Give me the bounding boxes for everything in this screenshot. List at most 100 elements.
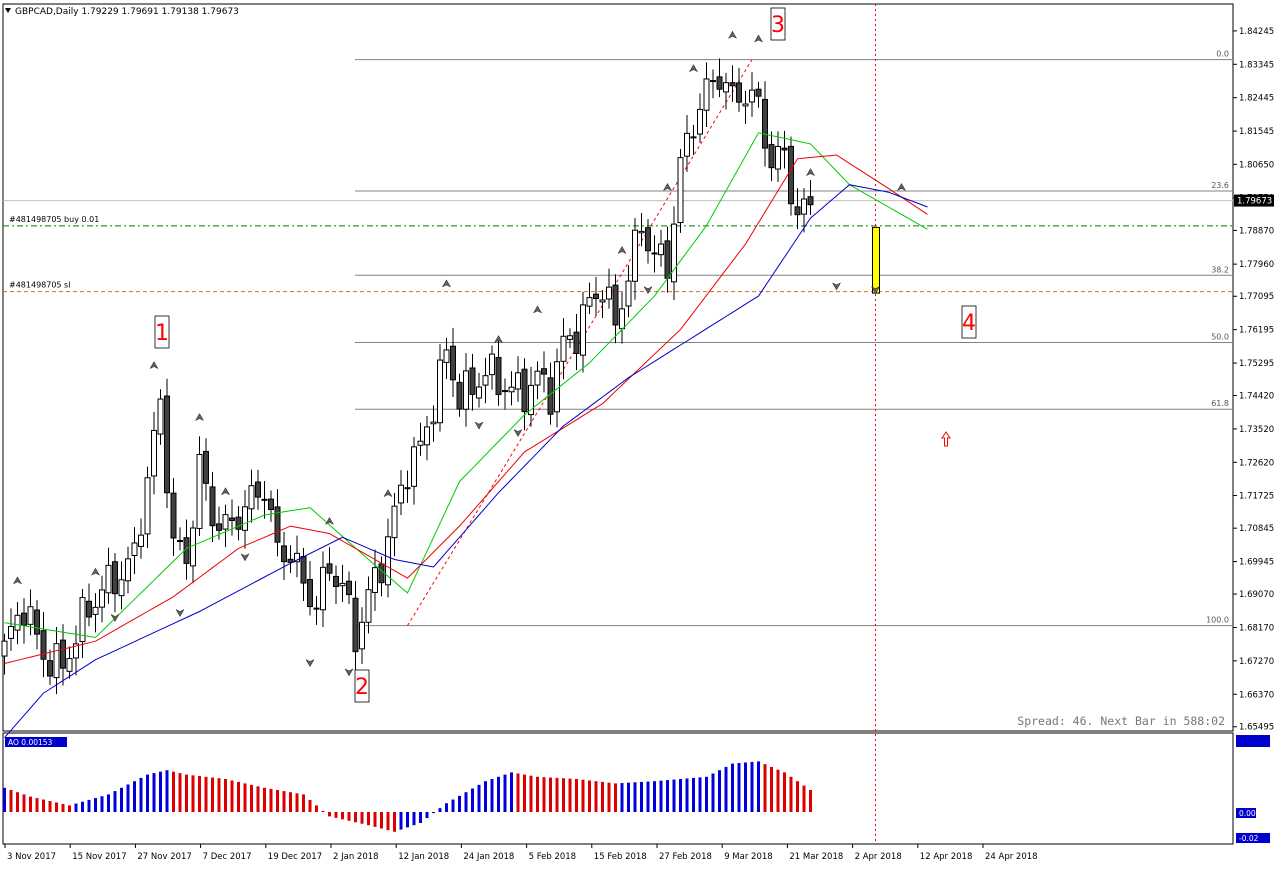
candle-body	[521, 368, 528, 413]
candle-body	[456, 381, 463, 410]
fractal-down-arrow-icon	[344, 668, 354, 677]
fractal-down-arrow-icon	[175, 608, 185, 618]
triangle-down-icon[interactable]	[5, 8, 11, 13]
buy-order-label: #481498705 buy 0.01	[9, 215, 99, 224]
wave-label-4: 4	[962, 311, 976, 336]
candle-body	[755, 88, 762, 97]
y-tick-label: 1.81545	[1239, 127, 1274, 137]
fractal-up-arrow-icon	[662, 182, 673, 192]
candle-body	[326, 563, 333, 574]
fractal-up-arrow-icon	[441, 279, 452, 288]
y-tick-label: 1.78870	[1239, 226, 1274, 236]
fractal-down-arrow-icon	[831, 282, 842, 291]
fractal-down-arrow-icon	[305, 659, 315, 668]
candle-body	[482, 375, 489, 386]
x-tick-label: 3 Nov 2017	[7, 852, 56, 862]
candle-body	[398, 484, 404, 504]
wave-label-box	[961, 305, 977, 339]
candle-body	[216, 523, 222, 531]
candle-body	[489, 353, 495, 376]
y-tick-label: 1.68170	[1239, 623, 1274, 633]
oscillator-zero-box	[1236, 808, 1256, 818]
candle-body	[573, 331, 580, 354]
fractal-down-arrow-icon	[240, 553, 250, 562]
candle-body	[66, 658, 73, 672]
candle-body	[508, 386, 515, 393]
candle-body	[437, 359, 443, 424]
y-tick-label: 1.65495	[1239, 723, 1274, 733]
fractal-up-arrow-icon	[90, 567, 101, 576]
candle-body	[749, 89, 755, 103]
y-tick-label: 1.69070	[1239, 590, 1274, 600]
fractal-up-arrow-icon	[493, 335, 504, 344]
x-tick-label: 24 Jan 2018	[463, 852, 514, 862]
candle-body	[651, 252, 658, 255]
candle-body	[768, 144, 775, 169]
fib-level-label: 61.8	[1211, 399, 1229, 408]
candle-body	[196, 453, 203, 529]
candle-body	[775, 145, 781, 170]
candle-body	[209, 486, 216, 527]
wave-label-box	[770, 7, 786, 41]
fractal-down-arrow-icon	[643, 286, 653, 295]
up-arrow-marker-icon	[941, 431, 951, 447]
candle-body	[476, 386, 482, 399]
y-tick-label: 1.71725	[1239, 492, 1274, 502]
oscillator-max-box	[1236, 735, 1270, 747]
candle-body	[528, 384, 534, 416]
candle-body	[710, 80, 716, 83]
candle-body	[664, 240, 671, 279]
y-tick-label: 1.72620	[1239, 458, 1274, 468]
moving-average-line	[4, 184, 928, 739]
x-tick-label: 21 Mar 2018	[789, 852, 843, 862]
candle-body	[411, 446, 417, 487]
x-tick-label: 24 Apr 2018	[985, 852, 1038, 862]
y-tick-label: 1.83345	[1239, 60, 1274, 70]
candle-body	[645, 227, 651, 252]
candle-body	[404, 487, 411, 490]
candle-body	[443, 349, 450, 363]
candle-body	[736, 82, 742, 103]
candle-body	[762, 98, 768, 149]
oscillator-min-box	[1236, 833, 1270, 843]
wave-label-3: 3	[771, 13, 785, 38]
candle-body	[638, 230, 645, 234]
candle-body	[352, 597, 359, 653]
candle-body	[502, 390, 508, 393]
candle-body	[1, 640, 8, 657]
oscillator-title-box	[5, 737, 67, 747]
candle-body	[86, 600, 92, 618]
candle-body	[385, 536, 391, 586]
x-tick-label: 12 Jan 2018	[398, 852, 449, 862]
fractal-up-arrow-icon	[324, 516, 335, 526]
y-tick-label: 1.67270	[1239, 657, 1274, 667]
candle-body	[606, 286, 612, 300]
candle-body	[99, 589, 105, 608]
candle-body	[333, 575, 339, 588]
candle-body	[781, 147, 788, 151]
y-tick-label: 1.77095	[1239, 292, 1274, 302]
fractal-up-arrow-icon	[617, 246, 627, 255]
candle-body	[580, 304, 586, 356]
current-price-label: 1.79673	[1237, 197, 1272, 207]
candle-body	[274, 506, 281, 543]
candle-body	[138, 534, 144, 547]
candle-body	[684, 132, 690, 157]
candle-body	[612, 284, 619, 326]
candle-body	[229, 517, 235, 521]
fractal-down-arrow-icon	[513, 428, 523, 438]
wave-label-2: 2	[355, 675, 369, 700]
oscillator-min-label: -0.02	[1239, 834, 1259, 843]
candle-body	[203, 450, 209, 484]
candle-body	[53, 643, 60, 679]
candle-body	[391, 505, 398, 539]
candle-body	[365, 589, 372, 623]
x-tick-label: 2 Apr 2018	[855, 852, 902, 862]
candle-body	[235, 516, 242, 530]
candle-body	[21, 612, 27, 626]
candle-body	[131, 542, 138, 557]
y-tick-label: 1.69945	[1239, 558, 1274, 568]
fractal-up-arrow-icon	[532, 305, 543, 314]
candle-body	[541, 368, 547, 375]
